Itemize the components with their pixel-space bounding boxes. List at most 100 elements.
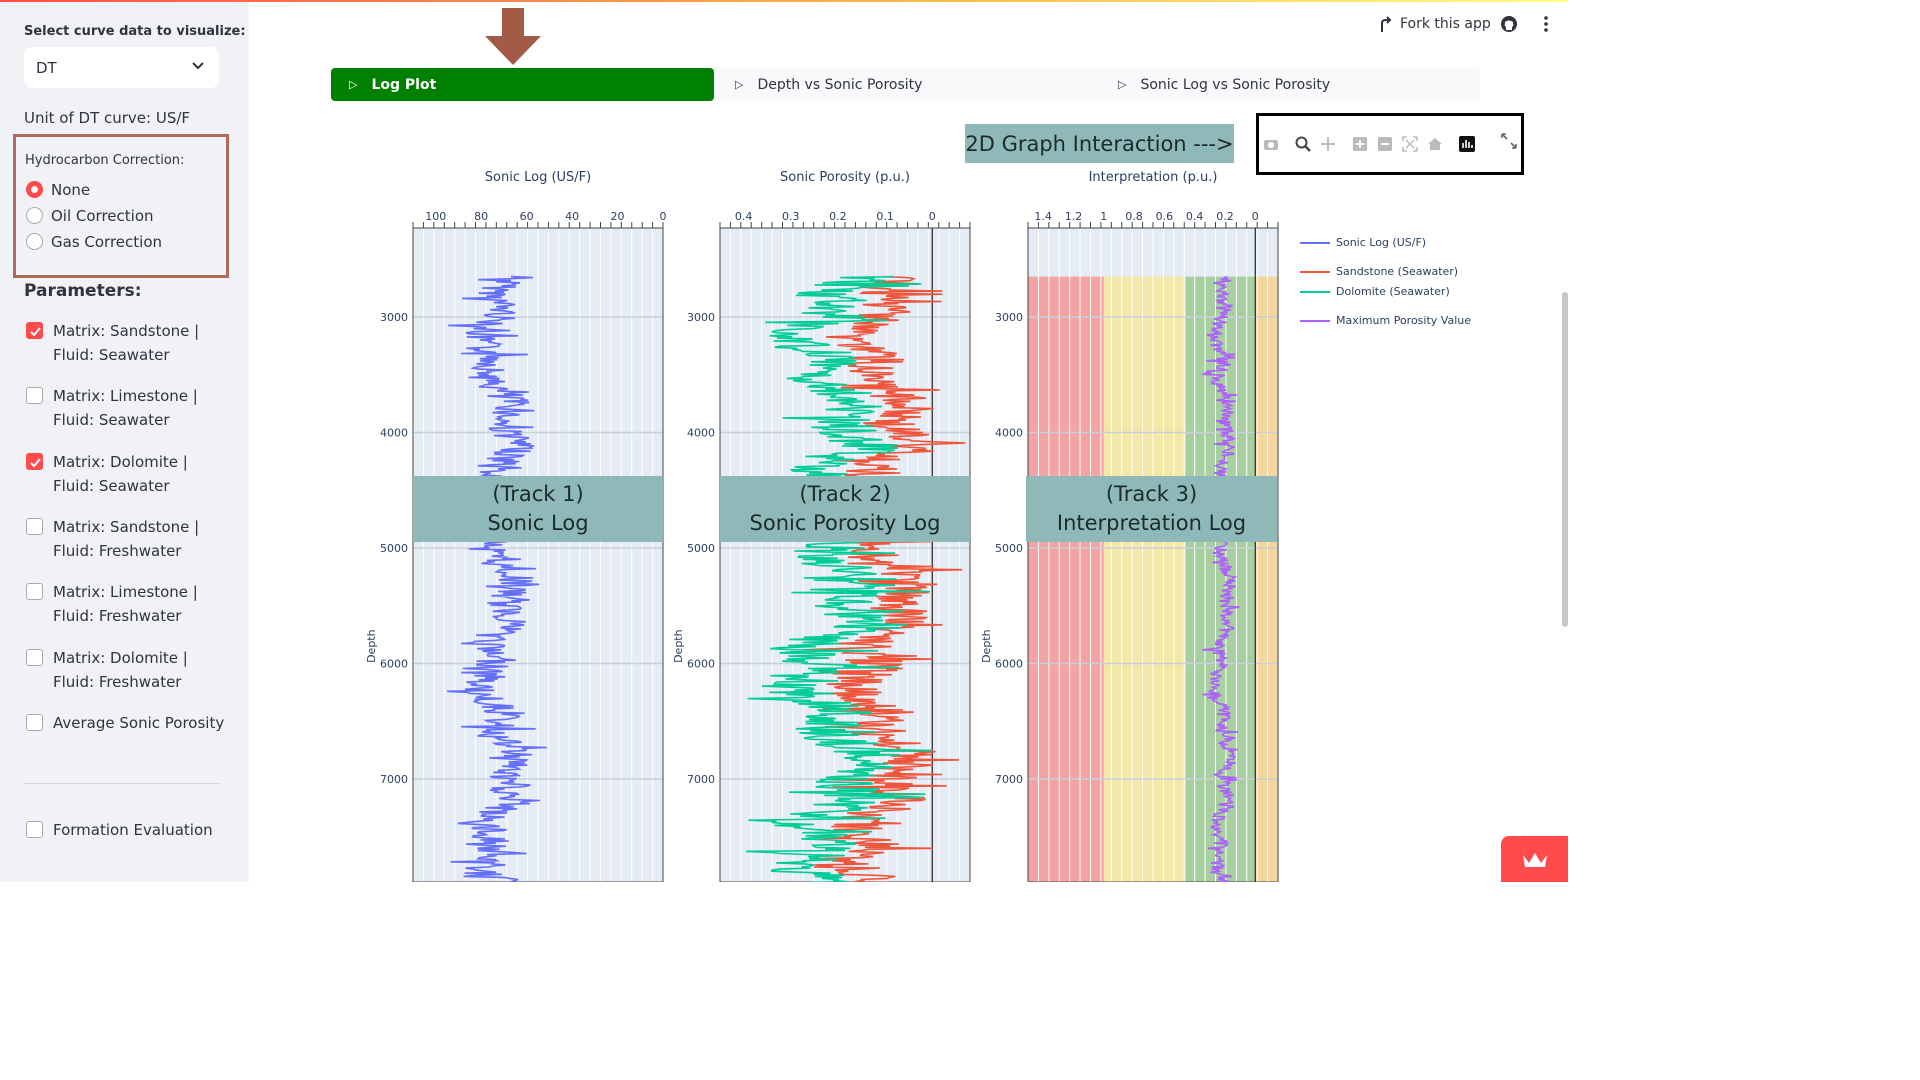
curve-select[interactable]: DT (24, 47, 219, 88)
y-tick-label: 6000 (995, 658, 1023, 671)
series-line-sandstone-seawater- (803, 275, 966, 882)
y-tick-label: 4000 (380, 427, 408, 440)
legend-item-max-porosity[interactable]: Maximum Porosity Value (1300, 314, 1471, 327)
x-tick-label: 0.4 (1186, 210, 1204, 223)
y-tick-label: 4000 (687, 427, 715, 440)
plotly-logo-icon[interactable] (1459, 136, 1475, 152)
legend-item-dolomite[interactable]: Dolomite (Seawater) (1300, 285, 1450, 298)
x-tick-label: 60 (520, 210, 534, 223)
legend-label: Maximum Porosity Value (1336, 314, 1471, 327)
sidebar-divider (24, 783, 219, 784)
fork-app-button[interactable]: Fork this app (1378, 15, 1491, 33)
x-tick-label: 0 (660, 210, 667, 223)
legend-item-sonic[interactable]: Sonic Log (US/F) (1300, 236, 1426, 249)
home-icon[interactable] (1427, 136, 1443, 152)
checkbox-label: Average Sonic Porosity (53, 714, 225, 732)
y-axis-label: Depth (365, 629, 378, 663)
x-tick-label: 0.6 (1156, 210, 1174, 223)
y-tick-label: 3000 (380, 311, 408, 324)
legend-swatch (1300, 290, 1330, 293)
autoscale-icon[interactable] (1402, 136, 1418, 152)
zoom-in-icon[interactable] (1352, 136, 1368, 152)
x-tick-label: 20 (611, 210, 625, 223)
interpretation-zone (1028, 276, 1104, 882)
checkbox-dolomite-freshwater[interactable] (26, 649, 43, 666)
track-title: Interpretation (p.u.) (1089, 170, 1218, 185)
camera-icon[interactable] (1263, 136, 1279, 152)
checkbox-limestone-seawater[interactable] (26, 387, 43, 404)
y-tick-label: 7000 (380, 773, 408, 786)
top-accent-bar (0, 0, 1568, 2)
legend-item-sandstone[interactable]: Sandstone (Seawater) (1300, 265, 1458, 278)
tab-depth-vs-porosity[interactable]: ▷ Depth vs Sonic Porosity (735, 68, 922, 101)
track3-annotation-line1: (Track 3) (1105, 482, 1198, 506)
x-tick-label: 1.2 (1065, 210, 1083, 223)
sidebar (0, 2, 249, 882)
track2-annotation: (Track 2) Sonic Porosity Log (720, 476, 970, 542)
hydrocarbon-highlight-box (13, 134, 229, 278)
y-tick-label: 3000 (995, 311, 1023, 324)
radio-label-none: None (51, 181, 91, 199)
x-tick-label: 0.2 (1216, 210, 1234, 223)
expand-icon[interactable] (1500, 132, 1518, 150)
hydrocarbon-title: Hydrocarbon Correction: (25, 153, 185, 168)
y-tick-label: 6000 (380, 658, 408, 671)
track3-annotation: (Track 3) Interpretation Log (1026, 476, 1277, 542)
x-tick-label: 0.1 (876, 210, 894, 223)
streamlit-badge[interactable] (1501, 836, 1568, 882)
y-tick-label: 5000 (995, 542, 1023, 555)
series-line-dolomite-seawater- (734, 275, 933, 882)
check-icon (30, 327, 41, 337)
play-icon: ▷ (1118, 78, 1127, 91)
zoom-icon[interactable] (1295, 136, 1311, 152)
checkbox-limestone-freshwater[interactable] (26, 583, 43, 600)
x-tick-label: 0.3 (782, 210, 800, 223)
formation-evaluation-label: Formation Evaluation (53, 821, 213, 839)
track1-annotation-line1: (Track 1) (492, 482, 584, 506)
checkbox-dolomite-seawater[interactable] (26, 453, 43, 470)
radio-none[interactable] (26, 181, 43, 198)
checkbox-formation-evaluation[interactable] (26, 821, 43, 838)
track2-annotation-line2: Sonic Porosity Log (749, 511, 941, 535)
interaction-annotation: 2D Graph Interaction ---> (965, 124, 1234, 163)
checkbox-sandstone-seawater[interactable] (26, 322, 43, 339)
checkbox-label: Matrix: Dolomite | Fluid: Seawater (53, 453, 188, 495)
y-axis-label: Depth (980, 629, 993, 663)
select-label: Select curve data to visualize: (24, 24, 246, 39)
checkbox-label: Matrix: Limestone | Fluid: Freshwater (53, 583, 198, 625)
checkbox-average-porosity[interactable] (26, 714, 43, 731)
curve-select-value: DT (36, 59, 57, 77)
play-icon: ▷ (735, 78, 744, 91)
github-icon[interactable] (1500, 15, 1518, 33)
series-line-sonic-log-us-f- (447, 275, 548, 882)
track-title: Sonic Log (US/F) (485, 170, 591, 185)
legend-swatch (1300, 270, 1330, 273)
radio-label-gas: Gas Correction (51, 233, 162, 251)
radio-oil[interactable] (26, 207, 43, 224)
track3-annotation-line2: Interpretation Log (1056, 511, 1247, 535)
legend-swatch (1300, 319, 1330, 322)
kebab-menu-icon[interactable] (1537, 15, 1555, 33)
y-tick-label: 3000 (687, 311, 715, 324)
y-axis-label: Depth (672, 629, 685, 663)
y-tick-label: 7000 (995, 773, 1023, 786)
page-scrollbar[interactable] (1562, 292, 1568, 627)
modebar-highlight-box (1256, 113, 1524, 175)
tab-label: Sonic Log vs Sonic Porosity (1140, 76, 1331, 93)
radio-gas[interactable] (26, 233, 43, 250)
track-title: Sonic Porosity (p.u.) (780, 170, 910, 185)
interpretation-zone (1103, 276, 1186, 882)
x-tick-label: 40 (565, 210, 579, 223)
checkbox-sandstone-freshwater[interactable] (26, 518, 43, 535)
y-tick-label: 5000 (687, 542, 715, 555)
x-tick-label: 0 (1252, 210, 1259, 223)
tab-log-plot[interactable]: ▷ Log Plot (331, 68, 714, 101)
tab-label: Depth vs Sonic Porosity (757, 76, 923, 93)
pan-icon[interactable] (1320, 136, 1336, 152)
tab-sonic-vs-porosity[interactable]: ▷ Sonic Log vs Sonic Porosity (1118, 68, 1330, 101)
series-line-maximum-porosity-value (1202, 275, 1240, 882)
interpretation-zone (1255, 276, 1278, 882)
zoom-out-icon[interactable] (1377, 136, 1393, 152)
track1-annotation-line2: Sonic Log (487, 511, 589, 535)
